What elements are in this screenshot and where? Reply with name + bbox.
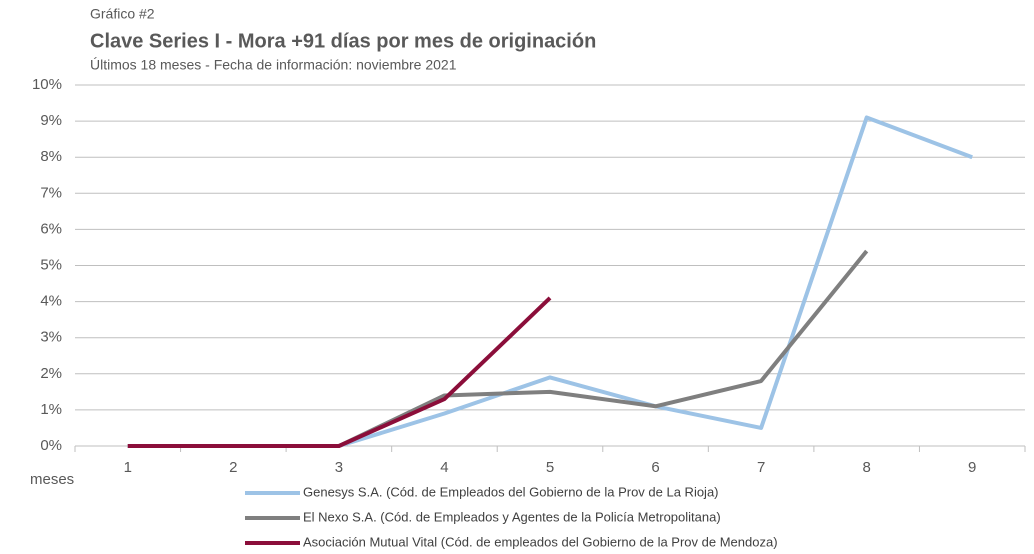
series-line xyxy=(127,296,552,448)
x-tick-label: 1 xyxy=(124,459,132,476)
x-tick-label: 7 xyxy=(757,459,765,476)
y-tick-label: 10% xyxy=(32,76,62,93)
legend-label: Genesys S.A. (Cód. de Empleados del Gobi… xyxy=(303,484,719,499)
y-tick-label: 3% xyxy=(40,329,62,346)
chart-pretitle: Gráfico #2 xyxy=(90,6,155,22)
series-line xyxy=(127,115,973,448)
x-tick-label: 3 xyxy=(335,459,343,476)
x-tick-label: 5 xyxy=(546,459,554,476)
legend-label: Asociación Mutual Vital (Cód. de emplead… xyxy=(303,534,778,549)
y-tick-label: 7% xyxy=(40,184,62,201)
y-tick-label: 4% xyxy=(40,293,62,310)
y-tick-label: 2% xyxy=(40,365,62,382)
y-tick-label: 1% xyxy=(40,401,62,418)
y-tick-label: 0% xyxy=(40,437,62,454)
legend-label: El Nexo S.A. (Cód. de Empleados y Agente… xyxy=(303,509,721,524)
y-tick-label: 9% xyxy=(40,112,62,129)
x-axis-label: meses xyxy=(30,471,74,488)
chart-subtitle: Últimos 18 meses - Fecha de información:… xyxy=(90,57,457,73)
x-tick-label: 6 xyxy=(651,459,659,476)
chart-title: Clave Series I - Mora +91 días por mes d… xyxy=(90,30,596,52)
y-tick-label: 6% xyxy=(40,220,62,237)
x-tick-label: 8 xyxy=(862,459,870,476)
y-tick-label: 5% xyxy=(40,256,62,273)
x-tick-label: 9 xyxy=(968,459,976,476)
x-tick-label: 2 xyxy=(229,459,237,476)
y-tick-label: 8% xyxy=(40,148,62,165)
x-tick-label: 4 xyxy=(440,459,448,476)
